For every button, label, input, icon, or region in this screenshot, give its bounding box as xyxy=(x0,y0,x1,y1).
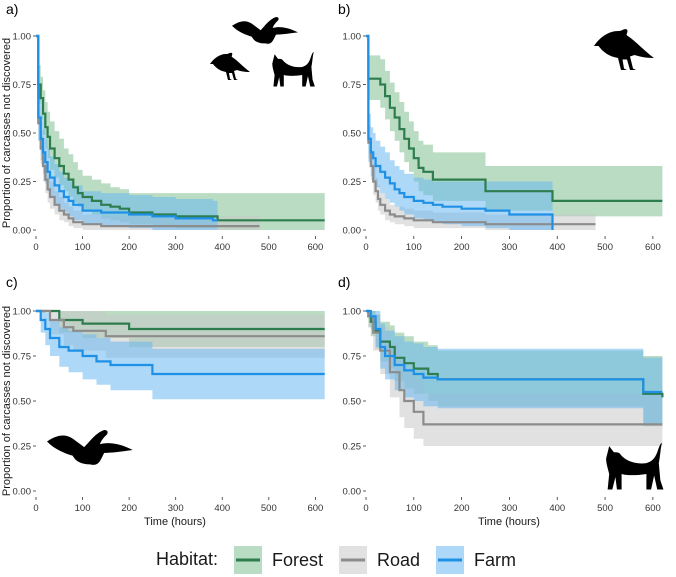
y-tick-label: 0.50 xyxy=(343,129,362,140)
legend: Habitat: Forest Road Farm xyxy=(156,546,516,574)
survival-line-farm xyxy=(366,309,663,394)
legend-label-road: Road xyxy=(377,550,420,570)
y-tick-label: 0.25 xyxy=(343,442,362,453)
x-tick-label: 100 xyxy=(75,242,91,253)
crow-icon xyxy=(594,29,654,70)
ci-ribbon-farm xyxy=(36,36,218,230)
ci-ribbon-forest xyxy=(366,36,663,217)
survival-line-farm xyxy=(366,34,554,230)
y-tick-label: 0.75 xyxy=(343,352,362,363)
x-tick-label: 300 xyxy=(502,503,518,514)
y-tick-label: 0.50 xyxy=(13,129,32,140)
legend-label-forest: Forest xyxy=(272,550,323,570)
y-tick-label: 1.00 xyxy=(343,32,362,43)
y-tick-label: 0.75 xyxy=(13,80,32,91)
survival-line-road xyxy=(36,309,325,338)
x-tick-label: 0 xyxy=(33,242,38,253)
x-tick-label: 200 xyxy=(121,503,137,514)
x-tick-label: 100 xyxy=(406,503,422,514)
x-tick-label: 500 xyxy=(597,503,613,514)
x-tick-label: 500 xyxy=(261,503,277,514)
x-tick-label: 300 xyxy=(168,503,184,514)
x-tick-label: 400 xyxy=(549,242,565,253)
x-tick-label: 0 xyxy=(363,503,368,514)
survival-line-forest xyxy=(366,34,663,202)
cat-icon xyxy=(606,443,664,490)
x-tick-label: 0 xyxy=(33,503,38,514)
panel-label: b) xyxy=(338,1,350,17)
ci-ribbon-farm xyxy=(366,311,663,425)
y-tick-label: 0.25 xyxy=(13,177,32,188)
x-tick-label: 400 xyxy=(214,242,230,253)
x-axis-title: Time (hours) xyxy=(478,516,540,528)
x-tick-label: 300 xyxy=(502,242,518,253)
x-tick-label: 400 xyxy=(549,503,565,514)
panel-b: b) 0.00 0.25 0.50 0.75 1.00 0 100 200 300 400 500 60… xyxy=(338,1,663,253)
x-tick-label: 0 xyxy=(363,242,368,253)
survival-line-forest xyxy=(36,309,325,331)
survival-line-farm xyxy=(36,309,325,376)
panel-label: c) xyxy=(6,274,18,290)
x-tick-label: 200 xyxy=(454,242,470,253)
legend-label-farm: Farm xyxy=(474,550,516,570)
y-tick-label: 0.00 xyxy=(13,487,32,498)
cat-icon xyxy=(272,52,315,87)
ci-ribbon-road xyxy=(366,311,663,446)
eagle-icon xyxy=(47,430,133,465)
ci-ribbon-farm xyxy=(36,311,325,400)
crow-icon xyxy=(210,52,250,80)
survival-line-farm xyxy=(36,34,218,222)
y-tick-label: 0.00 xyxy=(343,487,362,498)
y-tick-label: 0.75 xyxy=(13,352,32,363)
y-tick-label: 0.00 xyxy=(13,226,32,237)
y-tick-label: 0.50 xyxy=(343,397,362,408)
x-tick-label: 200 xyxy=(121,242,137,253)
x-tick-label: 600 xyxy=(307,503,323,514)
x-tick-label: 100 xyxy=(406,242,422,253)
x-tick-label: 600 xyxy=(307,242,323,253)
panel-d: d) 0.00 0.25 0.50 0.75 1.00 0 100 200 300 400 500 60… xyxy=(338,274,664,528)
y-tick-label: 0.25 xyxy=(343,177,362,188)
y-tick-label: 0.25 xyxy=(13,442,32,453)
x-tick-label: 200 xyxy=(454,503,470,514)
y-tick-label: 1.00 xyxy=(13,32,32,43)
eagle-icon xyxy=(232,17,298,44)
ci-ribbon-forest xyxy=(36,36,325,230)
x-tick-label: 400 xyxy=(214,503,230,514)
y-tick-label: 0.50 xyxy=(13,397,32,408)
y-tick-label: 1.00 xyxy=(13,307,32,318)
y-axis-title: Proportion of carcasses not discovered xyxy=(1,306,13,496)
x-tick-label: 100 xyxy=(75,503,91,514)
survival-line-road xyxy=(366,34,596,226)
ci-ribbon-farm xyxy=(366,36,553,230)
x-tick-label: 600 xyxy=(645,242,661,253)
panel-label: a) xyxy=(6,1,18,17)
legend-title: Habitat: xyxy=(156,549,218,569)
x-axis-title: Time (hours) xyxy=(144,516,206,528)
panel-label: d) xyxy=(338,274,350,290)
x-tick-label: 500 xyxy=(261,242,277,253)
x-tick-label: 500 xyxy=(597,242,613,253)
y-tick-label: 1.00 xyxy=(343,307,362,318)
y-tick-label: 0.75 xyxy=(343,80,362,91)
x-tick-label: 600 xyxy=(645,503,661,514)
panel-a: a) 0.00 0.25 0.50 0.75 1.00 0 100 200 300 400 500 60… xyxy=(1,1,325,253)
x-tick-label: 300 xyxy=(168,242,184,253)
y-tick-label: 0.00 xyxy=(343,226,362,237)
survival-line-road xyxy=(36,34,260,228)
panel-c: c) 0.00 0.25 0.50 0.75 1.00 0 100 200 300 400 500 60… xyxy=(1,274,325,528)
y-axis-title: Proportion of carcasses not discovered xyxy=(1,38,13,228)
